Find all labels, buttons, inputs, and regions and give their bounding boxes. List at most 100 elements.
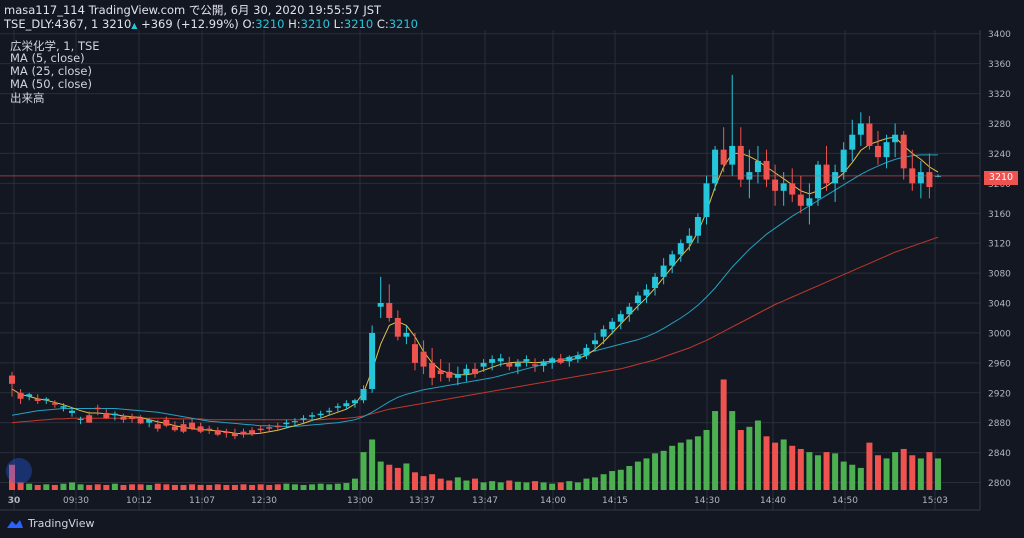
candle-body [472, 368, 478, 375]
volume-bar [506, 480, 513, 490]
volume-bar [703, 430, 710, 490]
volume-bar [789, 445, 796, 490]
candle-body [617, 314, 624, 322]
volume-bar [754, 420, 761, 490]
candle [780, 172, 787, 206]
candle-body [137, 418, 144, 424]
volume-bar [214, 484, 221, 490]
legend-ma50[interactable]: MA (50, close) [10, 77, 92, 91]
candle-body [94, 407, 101, 410]
volume-bar [103, 484, 110, 490]
candle-body [437, 370, 444, 375]
volume-bar [394, 467, 401, 490]
candle-body [206, 428, 213, 431]
candle [60, 403, 67, 412]
candle [703, 175, 710, 225]
candle-body [86, 415, 93, 423]
candle-body [111, 413, 118, 416]
candle-body [514, 362, 521, 367]
close-value: 3210 [388, 17, 419, 31]
volume-bar [720, 379, 727, 490]
volume-bar [497, 482, 504, 490]
candle-body [626, 306, 633, 315]
candle [369, 325, 376, 393]
candle [523, 355, 530, 367]
volume-bar [300, 484, 307, 490]
candle [549, 356, 556, 369]
candle-body [26, 394, 33, 397]
candle [669, 250, 676, 274]
volume-bar [369, 439, 376, 490]
candle-body [772, 179, 779, 191]
price-tick-label: 3400 [988, 30, 1011, 40]
time-tick-label: 11:07 [189, 496, 215, 506]
open-label: O: [242, 17, 256, 31]
candle [617, 310, 624, 330]
candle [86, 411, 93, 423]
candle-body [892, 134, 899, 143]
candle [77, 416, 84, 425]
candle-body [429, 362, 436, 378]
ma50-series [11, 236, 939, 424]
candle [317, 410, 324, 419]
candle-body [103, 412, 110, 419]
volume-bar [472, 478, 478, 490]
candle-body [180, 424, 187, 432]
last-price-tag: 3210 [984, 171, 1018, 185]
candle [686, 228, 693, 251]
volume-bar [334, 483, 341, 490]
price-tick-label: 3240 [988, 150, 1011, 160]
volume-bar [694, 436, 701, 490]
candle-body [592, 340, 599, 345]
volume-bar [69, 482, 76, 490]
candle [892, 123, 899, 158]
candle-body [729, 145, 736, 165]
candle-body [34, 398, 41, 401]
volume-bar [180, 484, 187, 490]
candle [223, 428, 230, 438]
candle [797, 175, 804, 214]
low-label: L: [333, 17, 344, 31]
candle [163, 416, 170, 428]
candle-body [446, 371, 453, 378]
candle-body [463, 368, 470, 375]
volume-bar [900, 448, 907, 490]
candle-body [874, 145, 881, 158]
candle-body [377, 303, 384, 307]
volume-bar [9, 464, 15, 490]
volume-bar [643, 458, 650, 490]
candle-body [806, 198, 813, 206]
volume-bar [677, 442, 684, 490]
candle [420, 340, 427, 375]
legend-volume[interactable]: 出来高 [10, 91, 45, 105]
legend-ma5[interactable]: MA (5, close) [10, 51, 85, 65]
candle-body [120, 416, 127, 420]
volume-bar [549, 483, 556, 490]
volume-bar [489, 481, 496, 490]
volume-bar [403, 463, 410, 490]
candle-body [351, 400, 358, 404]
volume-bar [257, 484, 264, 490]
candle [857, 112, 864, 146]
candle [677, 239, 684, 262]
volume-bar [343, 483, 350, 490]
legend-title[interactable]: 広栄化学, 1, TSE [10, 39, 100, 53]
time-tick-label: 13:37 [409, 496, 435, 506]
volume-bar [171, 484, 178, 490]
candle [377, 276, 384, 318]
legend-ma25[interactable]: MA (25, close) [10, 64, 92, 78]
volume-bar [17, 482, 24, 490]
volume-bar [634, 461, 641, 490]
candle [249, 427, 256, 437]
volume-bar [626, 466, 633, 490]
candle [489, 355, 496, 371]
candle [197, 422, 204, 434]
candle-body [789, 183, 796, 195]
price-tick-label: 2920 [988, 389, 1011, 399]
price-tick-label: 2880 [988, 419, 1011, 429]
candle-body [549, 358, 556, 363]
volume-bar [523, 482, 530, 490]
brand-logo[interactable]: TradingView [6, 517, 94, 530]
